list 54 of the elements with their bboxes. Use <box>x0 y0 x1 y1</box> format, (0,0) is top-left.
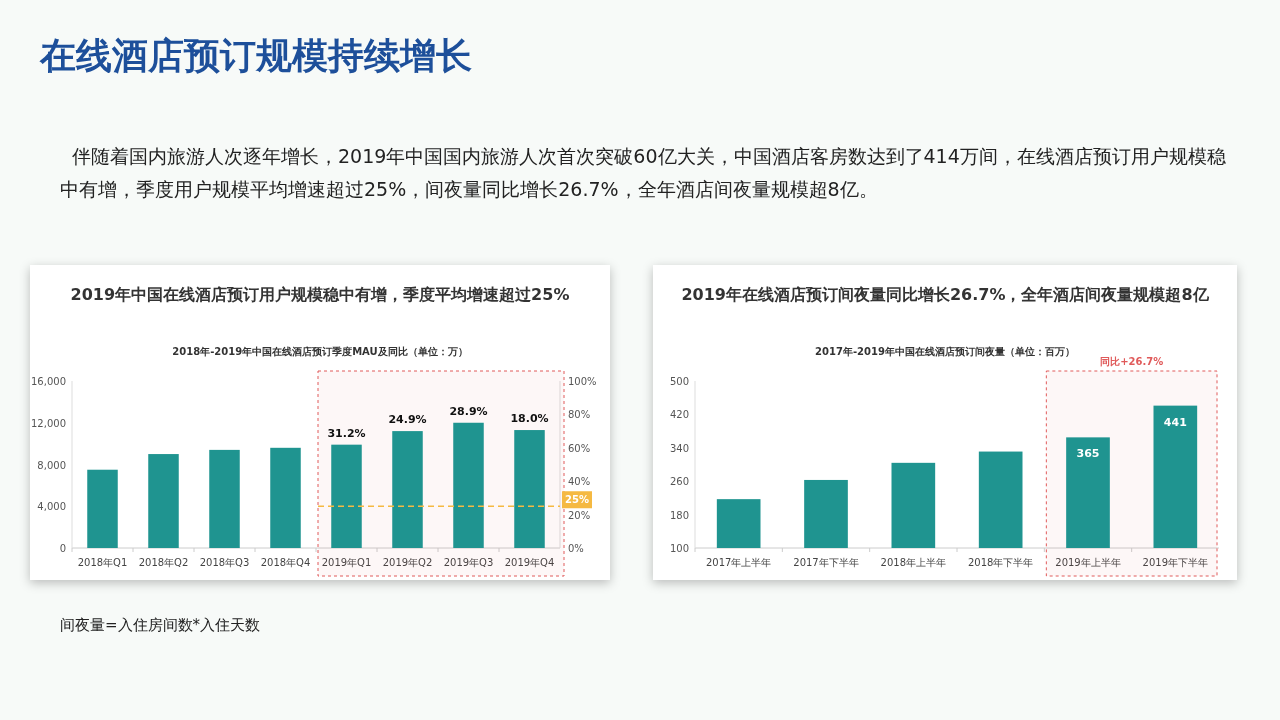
data-label: 365 <box>1076 447 1100 461</box>
x-tick-label: 2018年下半年 <box>967 557 1034 568</box>
x-tick-label: 2017年上半年 <box>705 557 772 568</box>
y-tick-label: 0 <box>59 543 66 554</box>
text: 间夜量=入住房间数*入住天数 <box>60 616 261 635</box>
annotation: 18.0% <box>510 412 549 426</box>
y-tick-label: 16,000 <box>31 376 66 387</box>
y-tick-label: 500 <box>669 376 689 387</box>
annotation: 28.9% <box>449 404 488 418</box>
y-tick-label: 12,000 <box>31 417 66 429</box>
y-tick-label: 100 <box>669 543 689 554</box>
y-tick-label: 4,000 <box>37 501 66 513</box>
bar <box>209 449 240 548</box>
y2-tick-label: 60% <box>568 442 591 454</box>
x-tick-label: 2018年Q1 <box>77 557 128 568</box>
data-label: 441 <box>1163 415 1187 429</box>
text: 在线酒店预订规模持续增长 <box>40 34 472 78</box>
bar <box>453 422 484 548</box>
bar <box>148 454 179 548</box>
x-tick-label: 2019年Q2 <box>382 557 433 568</box>
chart-title: 2019年中国在线酒店预订用户规模稳中有增，季度平均增速超过25% <box>69 285 571 306</box>
x-tick-label: 2019年Q4 <box>504 557 555 568</box>
x-tick-label: 2019年Q1 <box>321 557 372 568</box>
bar <box>270 447 301 548</box>
y2-tick-label: 40% <box>568 476 591 488</box>
chart-title: 2019年在线酒店预订间夜量同比增长26.7%，全年酒店间夜量规模超8亿 <box>680 285 1210 306</box>
band-label: 同比+26.7% <box>1100 356 1164 367</box>
x-tick-label: 2018年Q2 <box>138 557 189 568</box>
bar <box>514 430 545 548</box>
x-tick-label: 2018年上半年 <box>880 557 947 568</box>
y-tick-label: 180 <box>669 509 689 521</box>
x-tick-label: 2018年Q3 <box>199 557 250 568</box>
y2-tick-label: 0% <box>568 543 584 554</box>
x-tick-label: 2019年Q3 <box>443 557 494 568</box>
y-tick-label: 260 <box>669 476 689 488</box>
y-tick-label: 420 <box>669 409 689 421</box>
ref-line-label: 25% <box>565 494 589 506</box>
text: 伴随着国内旅游人次逐年增长，2019年中国国内旅游人次首次突破60亿大关，中国酒店客房数达到了414万间，在线酒店预订用户规模稳中有增，季度用户规模平均增速超过25%，间夜量同比增长26.7%，全年酒店间夜量规模超8亿。 <box>60 144 1227 203</box>
bar <box>392 431 423 548</box>
y2-tick-label: 80% <box>568 409 591 421</box>
y-tick-label: 8,000 <box>37 459 66 471</box>
chart-subtitle: 2018年-2019年中国在线酒店预订季度MAU及同比（单位：万） <box>172 346 468 357</box>
annotation: 31.2% <box>327 426 366 440</box>
y2-tick-label: 20% <box>568 509 591 521</box>
y2-tick-label: 100% <box>568 376 597 387</box>
x-tick-label: 2017年下半年 <box>793 557 859 568</box>
x-tick-label: 2018年Q4 <box>260 557 311 568</box>
bar <box>87 469 118 548</box>
y-tick-label: 340 <box>669 442 689 454</box>
x-tick-label: 2019年上半年 <box>1055 557 1121 568</box>
annotation: 24.9% <box>388 413 427 427</box>
bar <box>331 444 362 548</box>
chart-subtitle: 2017年-2019年中国在线酒店预订间夜量（单位：百万） <box>815 346 1075 357</box>
x-tick-label: 2019年下半年 <box>1142 557 1209 568</box>
